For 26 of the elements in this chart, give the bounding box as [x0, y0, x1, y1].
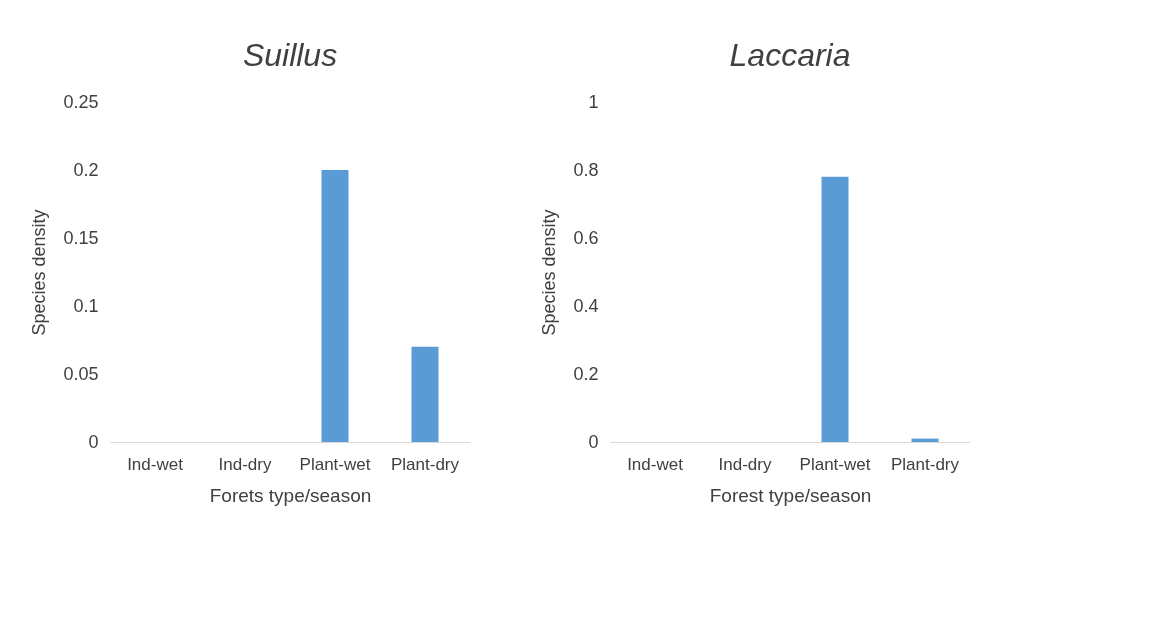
x-tick-label: Plant-wet [299, 454, 371, 474]
y-tick-label: 0.1 [73, 295, 99, 316]
y-tick-label: 0.05 [63, 363, 99, 384]
y-tick-label: 0.2 [73, 159, 99, 180]
x-tick-label: Plant-dry [890, 454, 960, 474]
y-tick-label: 1 [588, 91, 599, 112]
x-tick-label: Ind-dry [218, 454, 272, 474]
x-tick-label: Ind-wet [627, 454, 684, 474]
x-tick-label: Ind-dry [718, 454, 772, 474]
x-tick-label: Plant-dry [390, 454, 460, 474]
y-tick-label: 0 [88, 431, 99, 452]
x-axis-title: Forest type/season [709, 484, 872, 506]
x-axis-title: Forets type/season [209, 484, 372, 506]
y-tick-label: 0.4 [573, 295, 599, 316]
y-axis-title: Species density [539, 209, 560, 336]
y-tick-label: 0 [588, 431, 599, 452]
x-tick-label: Ind-wet [127, 454, 184, 474]
y-tick-label: 0.15 [63, 227, 99, 248]
x-tick-label: Plant-wet [799, 454, 871, 474]
y-tick-label: 0.8 [573, 159, 599, 180]
y-tick-label: 0.2 [573, 363, 599, 384]
y-axis-title: Species density [29, 209, 50, 336]
chart-title: Suillus [242, 37, 338, 73]
y-tick-label: 0.6 [573, 227, 599, 248]
chart-title: Laccaria [729, 37, 851, 73]
y-tick-label: 0.25 [63, 91, 99, 112]
